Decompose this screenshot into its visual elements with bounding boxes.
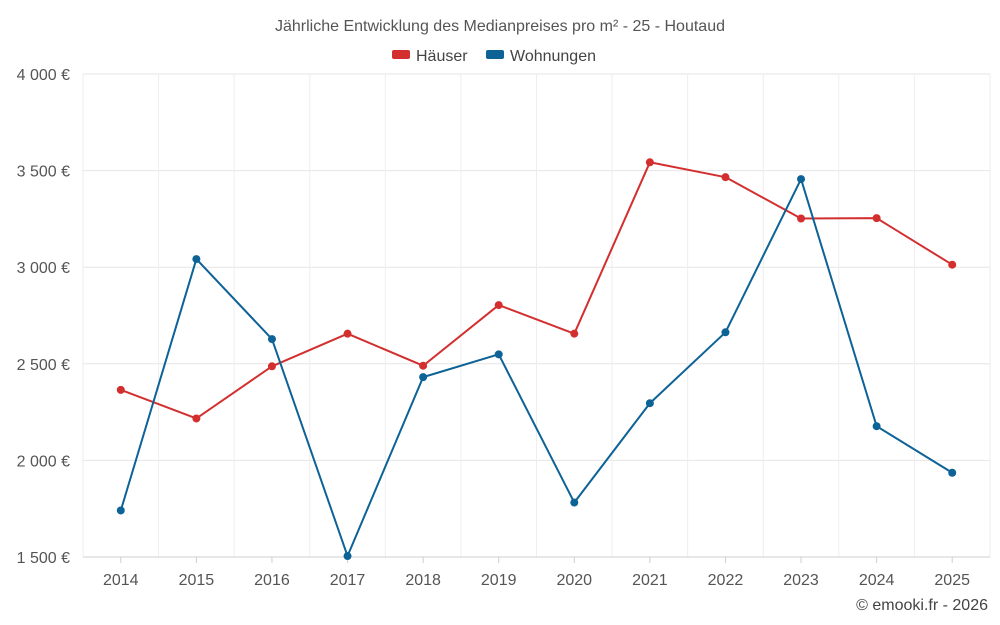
data-point-wohnungen[interactable] bbox=[419, 373, 428, 382]
data-point-hauser[interactable] bbox=[419, 361, 428, 370]
y-tick-label: 4 000 € bbox=[17, 67, 70, 84]
data-point-hauser[interactable] bbox=[570, 329, 579, 338]
x-tick-label: 2025 bbox=[934, 572, 970, 589]
series-layer bbox=[116, 158, 957, 561]
data-point-hauser[interactable] bbox=[948, 260, 957, 269]
y-tick-label: 2 000 € bbox=[17, 453, 70, 470]
data-point-wohnungen[interactable] bbox=[948, 468, 957, 477]
data-point-hauser[interactable] bbox=[797, 214, 806, 223]
legend-label-wohnungen[interactable]: Wohnungen bbox=[510, 48, 596, 65]
x-tick-label: 2022 bbox=[708, 572, 744, 589]
data-point-wohnungen[interactable] bbox=[116, 506, 125, 515]
data-point-hauser[interactable] bbox=[645, 158, 654, 167]
grid bbox=[82, 73, 991, 558]
y-tick-label: 2 500 € bbox=[17, 357, 70, 374]
legend: Häuser Wohnungen bbox=[392, 48, 596, 65]
x-tick-label: 2020 bbox=[556, 572, 592, 589]
data-point-wohnungen[interactable] bbox=[494, 350, 503, 359]
y-tick-label: 1 500 € bbox=[17, 550, 70, 567]
data-point-hauser[interactable] bbox=[872, 214, 881, 223]
x-tick-label: 2024 bbox=[859, 572, 895, 589]
data-point-wohnungen[interactable] bbox=[267, 335, 276, 344]
x-tick-label: 2018 bbox=[405, 572, 441, 589]
data-point-wohnungen[interactable] bbox=[343, 552, 352, 561]
legend-swatch-wohnungen bbox=[486, 50, 504, 59]
y-axis: 1 500 € 2 000 € 2 500 € 3 000 € 3 500 € 4 000… bbox=[17, 67, 70, 567]
data-point-hauser[interactable] bbox=[721, 173, 730, 182]
x-tick-label: 2017 bbox=[330, 572, 366, 589]
data-point-hauser[interactable] bbox=[267, 362, 276, 371]
data-point-hauser[interactable] bbox=[192, 414, 201, 423]
y-tick-label: 3 000 € bbox=[17, 260, 70, 277]
legend-label-hauser[interactable]: Häuser bbox=[416, 48, 468, 65]
chart-title: Jährliche Entwicklung des Medianpreises … bbox=[275, 18, 725, 35]
data-point-hauser[interactable] bbox=[116, 385, 125, 394]
data-point-wohnungen[interactable] bbox=[872, 422, 881, 431]
series-line-wohnungen bbox=[119, 178, 953, 558]
y-tick-label: 3 500 € bbox=[17, 164, 70, 181]
x-tick-label: 2019 bbox=[481, 572, 517, 589]
data-point-wohnungen[interactable] bbox=[570, 498, 579, 507]
credit-text: © emooki.fr - 2026 bbox=[856, 597, 988, 614]
x-tick-label: 2015 bbox=[179, 572, 215, 589]
x-tick-label: 2014 bbox=[103, 572, 139, 589]
data-point-hauser[interactable] bbox=[343, 329, 352, 338]
x-tick-label: 2023 bbox=[783, 572, 819, 589]
x-axis: 2014 2015 2016 2017 2018 2019 2020 2021 2022 2023… bbox=[83, 556, 990, 589]
data-point-wohnungen[interactable] bbox=[721, 328, 730, 337]
x-tick-label: 2016 bbox=[254, 572, 290, 589]
x-tick-label: 2021 bbox=[632, 572, 668, 589]
legend-swatch-hauser bbox=[392, 50, 410, 59]
data-point-wohnungen[interactable] bbox=[192, 255, 201, 264]
data-point-wohnungen[interactable] bbox=[797, 175, 806, 184]
data-point-hauser[interactable] bbox=[494, 301, 503, 310]
data-point-wohnungen[interactable] bbox=[645, 399, 654, 408]
